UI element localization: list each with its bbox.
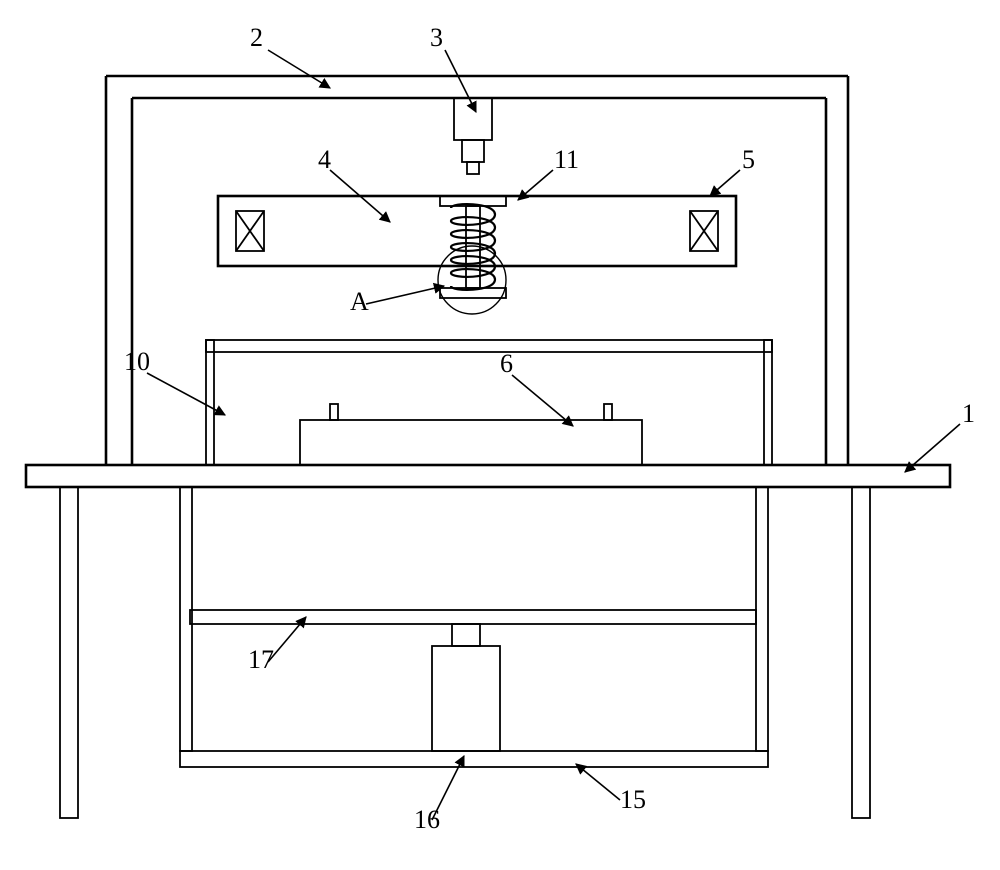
callout-16: 16 xyxy=(414,805,440,834)
callout-15: 15 xyxy=(620,785,646,814)
callout-11: 11 xyxy=(554,145,579,174)
callout-4: 4 xyxy=(318,145,331,174)
callout-2: 2 xyxy=(250,23,263,52)
callout-A: A xyxy=(350,287,369,316)
callout-1: 1 xyxy=(962,399,975,428)
callout-6: 6 xyxy=(500,349,513,378)
callout-10: 10 xyxy=(124,347,150,376)
callout-17: 17 xyxy=(248,645,274,674)
callout-5: 5 xyxy=(742,145,755,174)
callout-3: 3 xyxy=(430,23,443,52)
